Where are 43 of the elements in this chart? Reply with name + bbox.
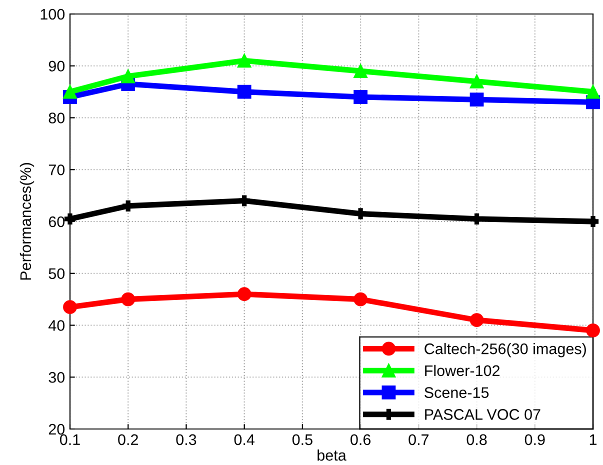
- point: [121, 69, 136, 84]
- x-tick-label: 0.4: [234, 434, 255, 446]
- point: [237, 54, 252, 68]
- point: [237, 287, 252, 302]
- point: [63, 300, 77, 314]
- y-tick-label: 80: [48, 112, 65, 124]
- x-tick-label: 0.5: [292, 434, 312, 446]
- x-tick-label: 0.6: [350, 434, 371, 446]
- point: [470, 92, 484, 107]
- x-tick-label: 0.8: [466, 434, 487, 446]
- point: [470, 313, 484, 328]
- y-tick-label: 100: [40, 8, 65, 20]
- point: [470, 74, 484, 88]
- point: [121, 292, 136, 306]
- x-tick-label: 0.2: [118, 434, 138, 446]
- point: [586, 323, 600, 338]
- legend-label: Caltech-256(30 images): [424, 343, 586, 358]
- point: [354, 64, 368, 78]
- legend-label: Scene-15: [424, 387, 489, 398]
- point: [354, 90, 368, 104]
- point: [238, 195, 250, 206]
- legend-label: PASCAL VOC 07: [425, 409, 540, 420]
- x-tick-label: 0.1: [60, 434, 80, 446]
- x-tick-label: 0.9: [524, 434, 545, 446]
- y-tick-label: 70: [48, 164, 65, 176]
- legend-label: Flower-102: [425, 364, 500, 376]
- point: [586, 84, 600, 99]
- x-tick-label: 1: [590, 434, 597, 445]
- y-tick-label: 50: [48, 268, 65, 280]
- point: [354, 292, 368, 306]
- y-tick-label: 60: [48, 216, 65, 228]
- y-tick-label: 20: [48, 424, 65, 435]
- x-axis-title: beta: [318, 449, 346, 461]
- y-axis-title: Performances(%): [20, 163, 34, 280]
- x-tick-label: 0.3: [176, 434, 196, 446]
- x-tick-label: 0.7: [408, 434, 429, 446]
- point: [355, 208, 366, 220]
- point: [63, 84, 77, 99]
- y-tick-label: 40: [48, 320, 65, 331]
- point: [237, 84, 252, 99]
- y-tick-label: 90: [48, 60, 65, 72]
- y-tick-label: 30: [48, 372, 65, 383]
- point: [64, 213, 76, 224]
